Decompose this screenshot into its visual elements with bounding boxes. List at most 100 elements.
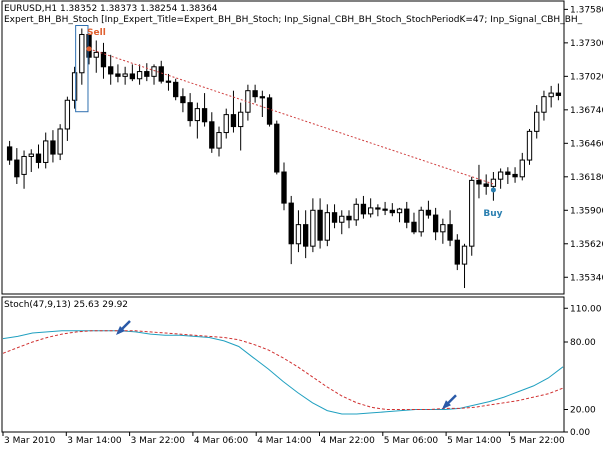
candle (389, 203, 395, 217)
candle-body-bear (404, 208, 410, 223)
candle-body-bear (108, 66, 114, 75)
main-price-pane: Sell Buy (1, 0, 565, 295)
candle-body-bear (288, 202, 294, 245)
candle-body-bear (346, 215, 352, 221)
candle-body-bear (331, 212, 338, 223)
time-tick-label: 3 Mar 14:00 (67, 436, 122, 446)
candle-body-bear (512, 173, 518, 178)
candle-body-bear (411, 221, 417, 233)
candle (440, 218, 446, 244)
candle-body-bear (375, 207, 381, 210)
candle-body-bull (21, 155, 27, 175)
candle (281, 162, 287, 211)
candle (194, 102, 201, 139)
symbol-header: EURUSD,H1 1.38352 1.38373 1.38254 1.3836… (4, 4, 218, 14)
candle-body-bear (35, 153, 42, 163)
candle (324, 204, 330, 247)
candle-body-bear (360, 203, 367, 215)
stoch-tick-label: 80.00 (570, 338, 596, 348)
candle-body-bear (432, 214, 439, 233)
candle-body-bear (180, 96, 186, 104)
candle-body-bear (389, 209, 395, 214)
candle-body-bull (216, 132, 222, 149)
candle-body-bear (115, 73, 121, 77)
candle-body-bear (266, 97, 273, 125)
candle-body-bear (555, 92, 562, 96)
candle (331, 204, 338, 229)
candle (180, 88, 186, 113)
candle-body-bear (209, 121, 215, 149)
candle (108, 54, 114, 85)
candle (541, 90, 547, 121)
candle (71, 66, 78, 109)
candle (526, 128, 533, 165)
candle (375, 204, 381, 217)
price-tick-label: 1.36460 (570, 139, 603, 149)
candle (497, 168, 504, 189)
candle-body-bear (86, 33, 92, 58)
candle-body-bear (505, 171, 511, 175)
candle (216, 126, 222, 157)
pointer-arrow (442, 394, 457, 410)
candle-body-bear (252, 90, 258, 98)
candle (115, 64, 121, 83)
time-tick-label: 3 Mar 22:00 (131, 436, 186, 446)
candle (346, 210, 352, 229)
candle (187, 93, 193, 127)
candle-body-bull (534, 111, 540, 132)
time-tick-label: 5 Mar 22:00 (510, 436, 565, 446)
candle-body-bear (302, 224, 309, 247)
candle (223, 108, 229, 139)
pointer-arrow (116, 320, 131, 335)
candle-body-bear (425, 209, 432, 216)
candle-body-bull (548, 92, 554, 98)
price-tick-label: 1.37300 (570, 39, 603, 49)
candle-body-bear (382, 208, 388, 211)
highlight-box (75, 25, 89, 113)
stoch-label: Stoch(47,9,13) 25.63 29.92 (4, 300, 128, 310)
candle-body-bull (71, 72, 78, 101)
price-axis: 1.37580 1.37300 1.37020 1.36740 1.36460 1.361… (564, 5, 603, 283)
candle (418, 206, 424, 237)
candle-body-bear (158, 66, 164, 82)
stoch-pane-frame (1, 296, 565, 433)
candle-body-bear (100, 51, 107, 68)
candle (50, 130, 56, 163)
candle (165, 73, 172, 91)
candle (129, 64, 136, 82)
candle (555, 83, 562, 101)
stochastic-pane (1, 296, 565, 433)
candle (288, 195, 294, 265)
candle-body-bull (28, 153, 34, 157)
buy-marker (490, 187, 496, 193)
candle-body-bull (194, 108, 201, 122)
time-tick-label: 4 Mar 14:00 (257, 436, 312, 446)
candle (252, 84, 258, 103)
candle (432, 207, 439, 241)
expert-header: Expert_BH_BH_Stoch [Inp_Expert_Title=Exp… (4, 15, 583, 25)
arrow-head (442, 400, 451, 410)
candle (230, 90, 237, 133)
candle (302, 210, 309, 259)
candle (201, 93, 208, 127)
stoch-tick-label: 110.00 (570, 304, 602, 314)
candle (295, 210, 302, 253)
candle (534, 105, 540, 139)
candle-body-bull (461, 245, 468, 265)
candle (317, 198, 323, 249)
candle (274, 120, 280, 175)
candle (57, 124, 63, 161)
candle (136, 64, 143, 85)
stoch-tick-label: 20.00 (570, 406, 596, 416)
candle-body-bear (447, 224, 453, 241)
price-tick-label: 1.36740 (570, 106, 603, 116)
candle-body-bear (230, 114, 237, 128)
candle (122, 66, 128, 85)
candle (404, 201, 410, 229)
candle-body-bull (223, 114, 229, 134)
candle-body-bear (483, 183, 489, 187)
main-pane-frame (1, 0, 565, 295)
candle (14, 148, 20, 184)
